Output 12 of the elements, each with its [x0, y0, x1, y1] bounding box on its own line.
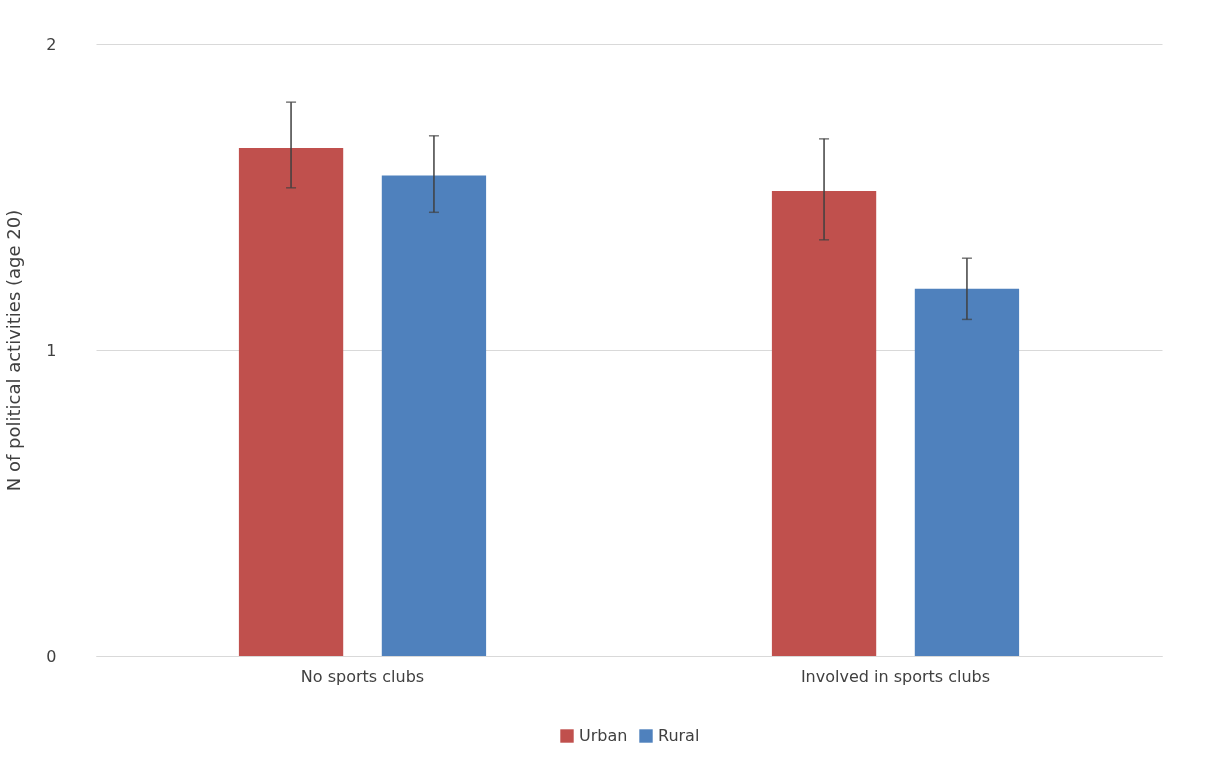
legend-label: Urban	[579, 726, 628, 745]
y-axis-title: N of political activities (age 20)	[3, 209, 25, 492]
x-tick-label: Involved in sports clubs	[800, 666, 991, 686]
bar	[771, 190, 877, 656]
y-tick-label: 0	[46, 646, 57, 666]
x-tick-label: No sports clubs	[300, 666, 425, 686]
y-tick-label: 2	[46, 34, 57, 54]
bar	[381, 175, 487, 656]
y-tick-label: 1	[46, 340, 57, 360]
bar	[914, 288, 1020, 656]
bar	[238, 148, 344, 656]
legend-label: Rural	[658, 726, 700, 745]
